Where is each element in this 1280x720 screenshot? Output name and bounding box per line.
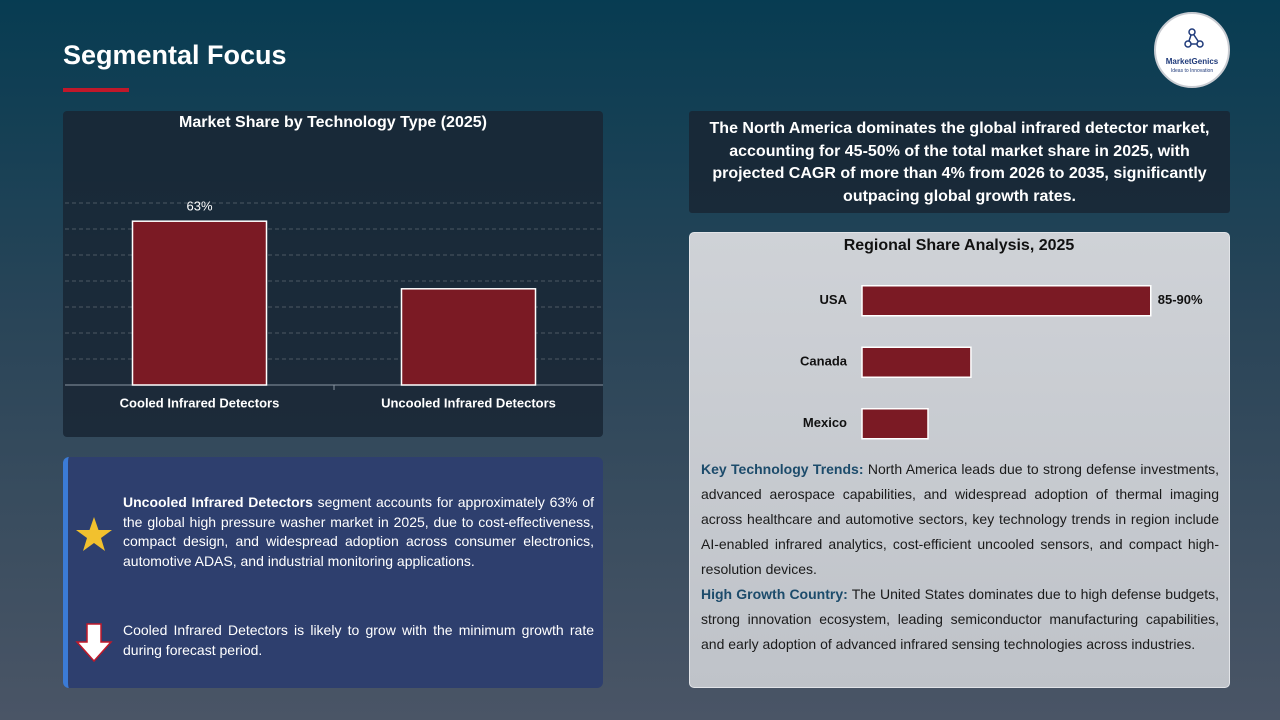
chart-panel (63, 111, 603, 437)
page-title: Segmental Focus (63, 40, 287, 70)
note-label: High Growth Country: (701, 586, 848, 602)
highlight-body: segment accounts for approximately 63% o… (123, 494, 595, 569)
note-text: The United States dominates due to high … (701, 586, 1220, 652)
icons (75, 517, 113, 663)
highlight-text: Uncooled Infrared Detectors segment acco… (123, 493, 594, 571)
note: Key Technology Trends: North America lea… (701, 457, 1219, 582)
highlight-text: Cooled Infrared Detectors is likely to g… (123, 621, 594, 660)
highlight-bold: Uncooled Infrared Detectors (123, 494, 313, 510)
logo-tagline: Ideas to Innovation (1170, 68, 1214, 74)
summary-box: The North America dominates the global i… (689, 111, 1230, 213)
note-label: Key Technology Trends: (701, 461, 864, 477)
highlight-body: Cooled Infrared Detectors is likely to g… (123, 622, 594, 658)
note-text: North America leads due to strong defens… (701, 461, 1220, 577)
down-arrow-icon (75, 623, 113, 663)
note: High Growth Country: The United States d… (701, 582, 1219, 657)
highlight-panel (63, 457, 603, 688)
summary-text: The North America dominates the global i… (709, 120, 1210, 205)
star-icon (76, 517, 112, 551)
title-underline (63, 88, 129, 92)
logo: MarketGenics Ideas to Innovation (1154, 12, 1230, 88)
logo-name: MarketGenics (1165, 57, 1219, 66)
logo-icon (1184, 28, 1204, 48)
notes: Key Technology Trends: North America lea… (701, 457, 1219, 657)
